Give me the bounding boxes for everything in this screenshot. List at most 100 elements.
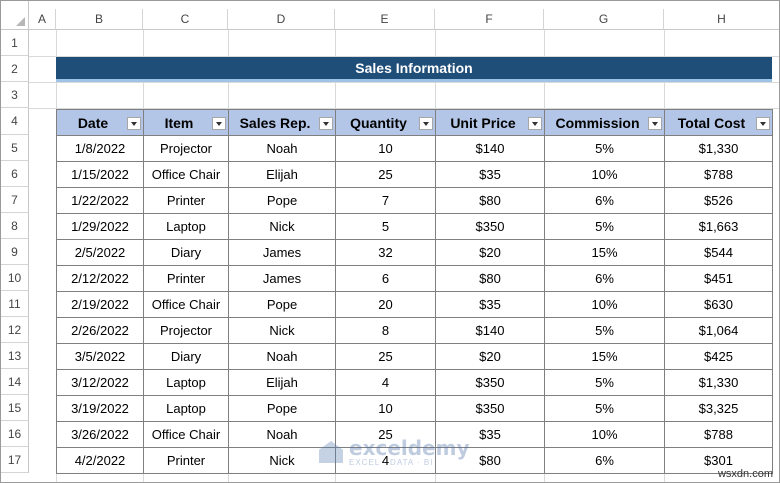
unit-price-cell[interactable]: $350 [435, 369, 545, 396]
row-header-10[interactable]: 10 [1, 265, 29, 291]
quantity-cell[interactable]: 25 [335, 343, 436, 370]
header-date[interactable]: Date [56, 109, 144, 136]
date-cell[interactable]: 1/22/2022 [56, 187, 144, 214]
date-cell[interactable]: 2/12/2022 [56, 265, 144, 292]
date-cell[interactable]: 4/2/2022 [56, 447, 144, 474]
quantity-cell[interactable]: 10 [335, 135, 436, 162]
date-cell[interactable]: 2/26/2022 [56, 317, 144, 344]
date-cell[interactable]: 2/19/2022 [56, 291, 144, 318]
commission-cell[interactable]: 5% [544, 395, 665, 422]
item-cell[interactable]: Diary [143, 239, 229, 266]
unit-price-cell[interactable]: $20 [435, 343, 545, 370]
sales-rep-cell[interactable]: James [228, 265, 336, 292]
header-quantity[interactable]: Quantity [335, 109, 436, 136]
commission-cell[interactable]: 5% [544, 317, 665, 344]
date-cell[interactable]: 3/12/2022 [56, 369, 144, 396]
commission-cell[interactable]: 6% [544, 447, 665, 474]
total-cost-cell[interactable]: $526 [664, 187, 773, 214]
date-cell[interactable]: 1/29/2022 [56, 213, 144, 240]
column-header-e[interactable]: E [335, 9, 435, 30]
header-commission[interactable]: Commission [544, 109, 665, 136]
sales-rep-cell[interactable]: Nick [228, 447, 336, 474]
unit-price-cell[interactable]: $20 [435, 239, 545, 266]
sales-rep-cell[interactable]: Elijah [228, 369, 336, 396]
row-header-5[interactable]: 5 [1, 135, 29, 161]
item-cell[interactable]: Printer [143, 265, 229, 292]
total-cost-cell[interactable]: $3,325 [664, 395, 773, 422]
row-header-14[interactable]: 14 [1, 369, 29, 395]
item-cell[interactable]: Office Chair [143, 291, 229, 318]
filter-dropdown-icon[interactable] [419, 117, 433, 130]
commission-cell[interactable]: 5% [544, 213, 665, 240]
row-header-17[interactable]: 17 [1, 447, 29, 473]
total-cost-cell[interactable]: $788 [664, 161, 773, 188]
header-total-cost[interactable]: Total Cost [664, 109, 773, 136]
date-cell[interactable]: 1/8/2022 [56, 135, 144, 162]
date-cell[interactable]: 3/5/2022 [56, 343, 144, 370]
row-header-7[interactable]: 7 [1, 187, 29, 213]
item-cell[interactable]: Laptop [143, 369, 229, 396]
item-cell[interactable]: Office Chair [143, 421, 229, 448]
quantity-cell[interactable]: 7 [335, 187, 436, 214]
commission-cell[interactable]: 10% [544, 421, 665, 448]
sales-rep-cell[interactable]: Noah [228, 421, 336, 448]
commission-cell[interactable]: 5% [544, 135, 665, 162]
row-header-3[interactable]: 3 [1, 82, 29, 108]
sales-rep-cell[interactable]: Noah [228, 343, 336, 370]
total-cost-cell[interactable]: $1,330 [664, 369, 773, 396]
column-header-h[interactable]: H [664, 9, 779, 30]
row-header-11[interactable]: 11 [1, 291, 29, 317]
total-cost-cell[interactable]: $630 [664, 291, 773, 318]
quantity-cell[interactable]: 25 [335, 421, 436, 448]
unit-price-cell[interactable]: $350 [435, 213, 545, 240]
item-cell[interactable]: Laptop [143, 213, 229, 240]
total-cost-cell[interactable]: $1,330 [664, 135, 773, 162]
filter-dropdown-icon[interactable] [127, 117, 141, 130]
quantity-cell[interactable]: 4 [335, 369, 436, 396]
total-cost-cell[interactable]: $788 [664, 421, 773, 448]
filter-dropdown-icon[interactable] [648, 117, 662, 130]
row-header-15[interactable]: 15 [1, 395, 29, 421]
commission-cell[interactable]: 6% [544, 187, 665, 214]
item-cell[interactable]: Laptop [143, 395, 229, 422]
sales-rep-cell[interactable]: Nick [228, 213, 336, 240]
row-header-2[interactable]: 2 [1, 56, 29, 82]
sales-rep-cell[interactable]: Elijah [228, 161, 336, 188]
sales-rep-cell[interactable]: Pope [228, 291, 336, 318]
unit-price-cell[interactable]: $35 [435, 291, 545, 318]
item-cell[interactable]: Projector [143, 135, 229, 162]
row-header-6[interactable]: 6 [1, 161, 29, 187]
quantity-cell[interactable]: 6 [335, 265, 436, 292]
column-header-c[interactable]: C [143, 9, 228, 30]
commission-cell[interactable]: 10% [544, 291, 665, 318]
total-cost-cell[interactable]: $1,663 [664, 213, 773, 240]
header-sales-rep[interactable]: Sales Rep. [228, 109, 336, 136]
unit-price-cell[interactable]: $140 [435, 317, 545, 344]
total-cost-cell[interactable]: $1,064 [664, 317, 773, 344]
quantity-cell[interactable]: 5 [335, 213, 436, 240]
item-cell[interactable]: Projector [143, 317, 229, 344]
sales-rep-cell[interactable]: Noah [228, 135, 336, 162]
column-header-d[interactable]: D [228, 9, 335, 30]
column-header-a[interactable]: A [29, 9, 56, 30]
sales-rep-cell[interactable]: Pope [228, 395, 336, 422]
quantity-cell[interactable]: 32 [335, 239, 436, 266]
row-header-4[interactable]: 4 [1, 108, 29, 135]
unit-price-cell[interactable]: $140 [435, 135, 545, 162]
row-header-8[interactable]: 8 [1, 213, 29, 239]
header-unit-price[interactable]: Unit Price [435, 109, 545, 136]
column-header-f[interactable]: F [435, 9, 544, 30]
total-cost-cell[interactable]: $425 [664, 343, 773, 370]
commission-cell[interactable]: 6% [544, 265, 665, 292]
unit-price-cell[interactable]: $80 [435, 447, 545, 474]
header-item[interactable]: Item [143, 109, 229, 136]
commission-cell[interactable]: 15% [544, 343, 665, 370]
item-cell[interactable]: Printer [143, 187, 229, 214]
sales-rep-cell[interactable]: Pope [228, 187, 336, 214]
item-cell[interactable]: Office Chair [143, 161, 229, 188]
row-header-12[interactable]: 12 [1, 317, 29, 343]
date-cell[interactable]: 3/19/2022 [56, 395, 144, 422]
unit-price-cell[interactable]: $35 [435, 421, 545, 448]
date-cell[interactable]: 3/26/2022 [56, 421, 144, 448]
row-header-16[interactable]: 16 [1, 421, 29, 447]
